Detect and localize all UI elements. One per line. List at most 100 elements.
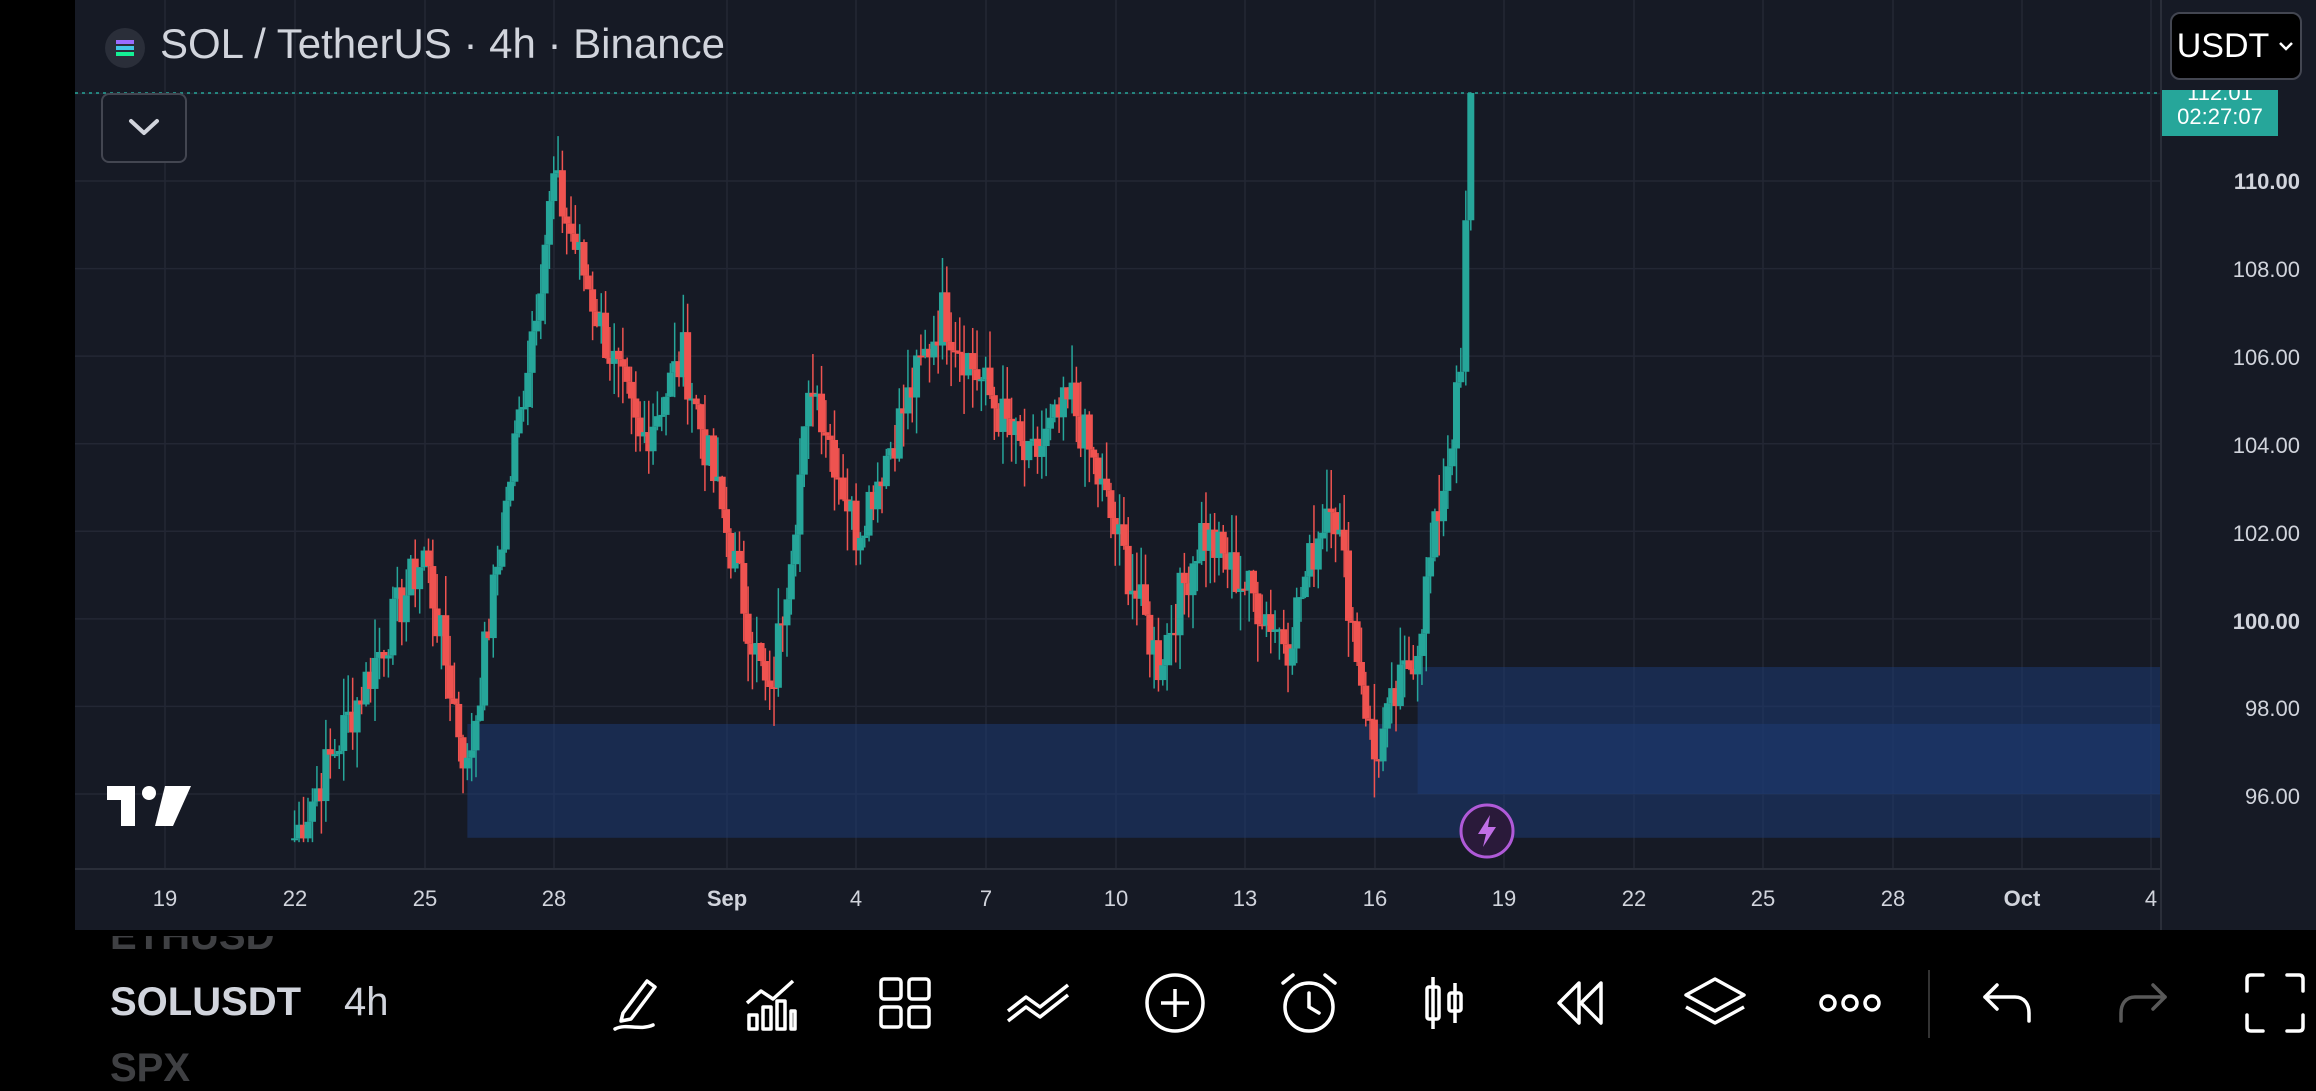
candle-body [653, 416, 661, 427]
price-tick: 102.00 [2232, 521, 2300, 546]
chart-type-button[interactable] [1410, 968, 1480, 1038]
candle-body [951, 350, 959, 353]
candle-body [679, 332, 687, 378]
candle-body [1051, 404, 1059, 418]
candle-body [1008, 418, 1016, 436]
candle-body [308, 801, 316, 822]
interval-selector[interactable]: 4h [344, 980, 389, 1024]
candle-body [1249, 570, 1257, 594]
draw-button[interactable] [604, 968, 674, 1038]
candle-body [1228, 552, 1236, 570]
candle-body [1064, 387, 1072, 400]
candle-body [921, 348, 929, 356]
candle-body [1072, 382, 1080, 417]
candle-body [1262, 614, 1270, 626]
price-tick: 104.00 [2232, 433, 2300, 458]
price-axis[interactable] [2160, 0, 2316, 930]
candle-body [1401, 660, 1409, 665]
candle-body [1103, 478, 1111, 491]
candle-body [818, 393, 826, 433]
time-tick: 4 [2144, 886, 2158, 911]
candle-body [1111, 518, 1119, 535]
candle-body [999, 398, 1007, 432]
candle-body [960, 353, 968, 376]
candle-body [649, 426, 657, 452]
candle-body [1012, 421, 1020, 436]
candle-body [826, 435, 834, 440]
time-axis[interactable] [75, 868, 2160, 930]
candle-body [926, 348, 934, 358]
candle-body [349, 711, 357, 733]
candle-body [1440, 490, 1448, 522]
lightning-event-icon[interactable] [1459, 803, 1515, 859]
chart-plot[interactable] [75, 0, 2160, 868]
alert-button[interactable] [1274, 968, 1344, 1038]
fullscreen-button[interactable] [2240, 968, 2310, 1038]
candle-body [550, 173, 558, 202]
candle-body [424, 550, 432, 567]
candle-body [701, 429, 709, 466]
candle-body [1357, 661, 1365, 686]
candle-body [770, 687, 778, 690]
candle-body [1392, 688, 1400, 707]
candle-body [619, 359, 627, 367]
add-button[interactable] [1140, 968, 1210, 1038]
price-tick: 108.00 [2232, 257, 2300, 282]
chart-title[interactable]: SOL / TetherUS · 4h · Binance [160, 20, 725, 67]
candle-body [1124, 545, 1132, 595]
layout-button[interactable] [870, 968, 940, 1038]
candle-body [528, 331, 536, 373]
alarm-icon [1281, 973, 1337, 1033]
redo-button[interactable] [2108, 968, 2178, 1038]
candle-body [640, 432, 648, 437]
candle-body [977, 379, 985, 382]
candle-body [861, 535, 869, 538]
undo-button[interactable] [1972, 968, 2042, 1038]
candle-body [468, 750, 476, 758]
candle-body [874, 481, 882, 510]
candle-body [380, 651, 388, 659]
candle-body [1448, 448, 1456, 467]
replay-button[interactable] [1544, 968, 1614, 1038]
time-tick: 22 [282, 886, 308, 911]
watchlist-prev-symbol[interactable]: ETHUSD [110, 914, 275, 958]
candles-icon [1425, 977, 1463, 1029]
candle-body [446, 665, 454, 699]
candle-body [675, 361, 683, 378]
watchlist-next-symbol[interactable]: SPX [110, 1046, 191, 1090]
currency-selector[interactable]: USDT [2170, 12, 2302, 80]
replay-icon [1557, 981, 1603, 1025]
candle-body [891, 448, 899, 459]
candle-body [839, 477, 847, 500]
bar-countdown: 02:27:07 [2177, 104, 2263, 129]
layers-button[interactable] [1680, 968, 1750, 1038]
trend-line-button[interactable] [1004, 968, 1074, 1038]
collapse-legend-button[interactable] [101, 93, 187, 163]
more-button[interactable] [1815, 968, 1885, 1038]
candle-body [1137, 584, 1145, 599]
candle-body [1232, 552, 1240, 592]
watchlist-current-symbol[interactable]: SOLUSDT [110, 980, 302, 1024]
candle-body [748, 643, 756, 655]
candle-body [606, 357, 614, 364]
candle-body [882, 455, 890, 487]
candle-body [761, 661, 769, 681]
time-tick: Sep [706, 886, 748, 911]
candle-body [930, 341, 938, 358]
candle-body [731, 550, 739, 569]
candle-body [584, 275, 592, 290]
candle-body [623, 366, 631, 382]
time-tick: 7 [979, 886, 993, 911]
candle-body [1241, 588, 1249, 591]
candle-body [753, 643, 761, 655]
candle-body [956, 351, 964, 354]
indicators-icon [745, 979, 797, 1031]
candle-body [1310, 543, 1318, 570]
candle-body [567, 223, 575, 234]
candle-body [398, 587, 406, 623]
candle-body [831, 439, 838, 478]
last-price-label: 112.01 02:27:07 [2162, 90, 2278, 136]
candle-body [541, 244, 549, 294]
indicators-button[interactable] [736, 968, 806, 1038]
candle-body [610, 350, 618, 364]
